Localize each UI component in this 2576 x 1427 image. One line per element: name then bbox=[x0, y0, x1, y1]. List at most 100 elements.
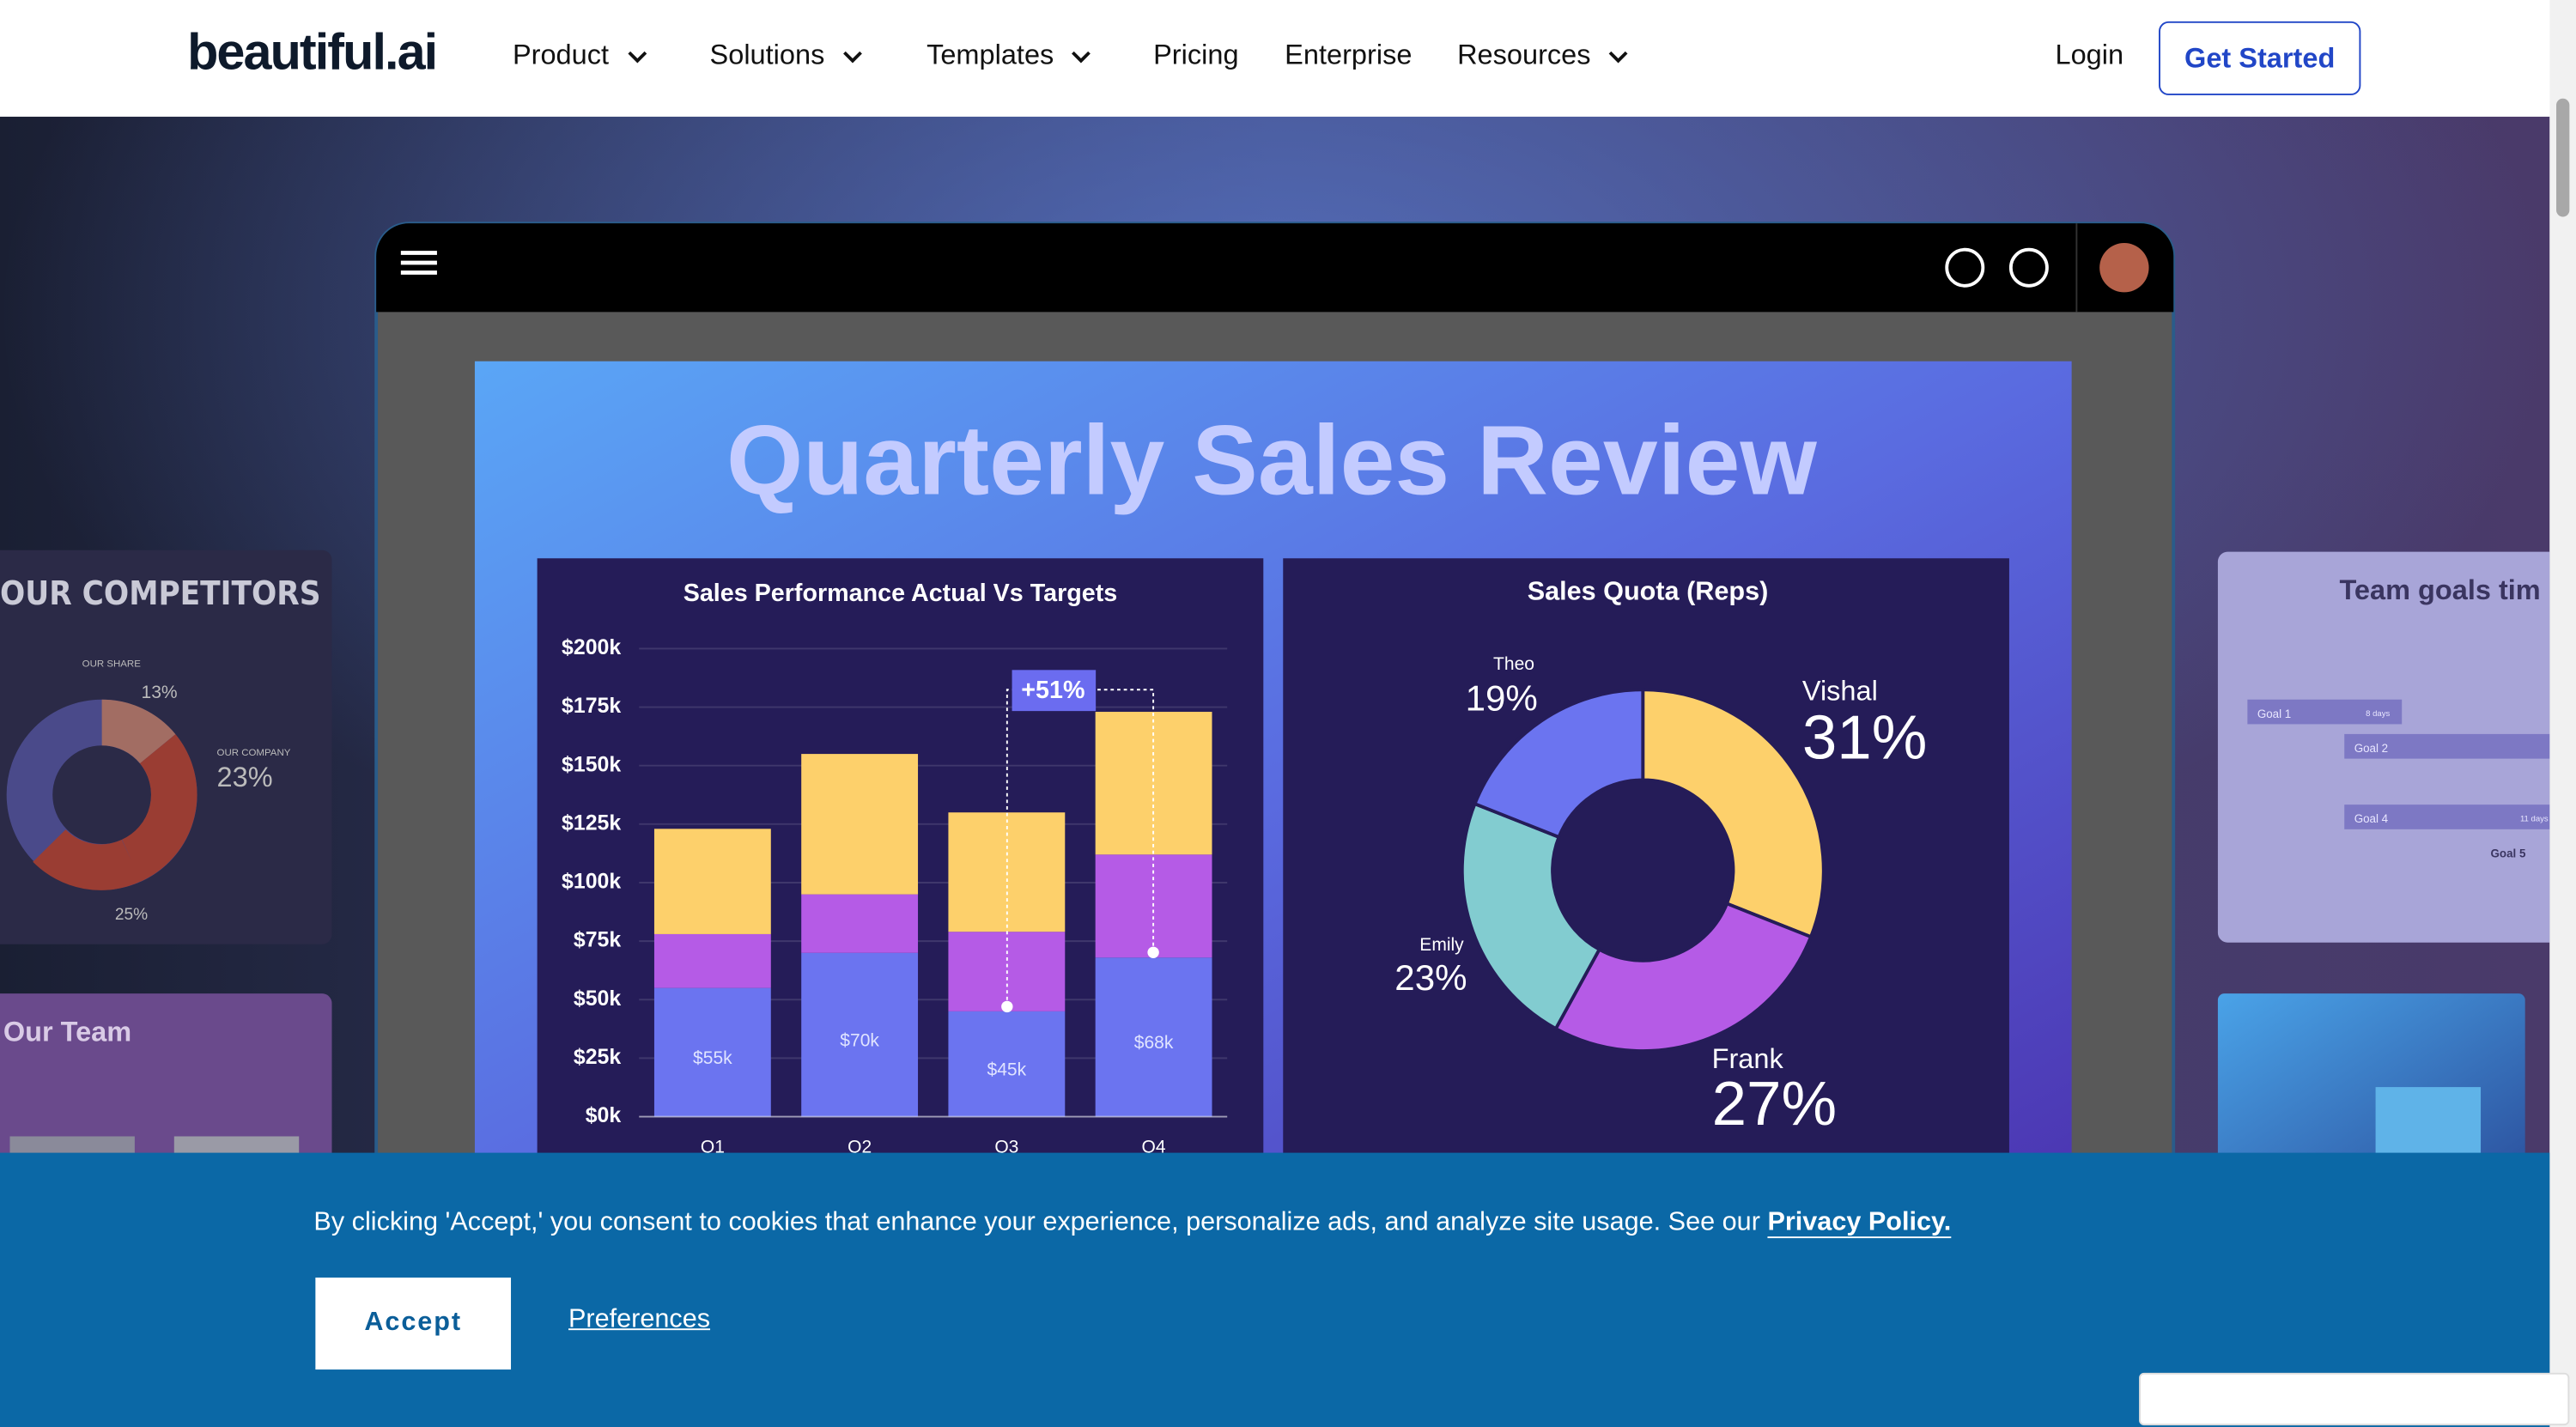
mini-label: 13% bbox=[142, 683, 178, 702]
nav-label: Product bbox=[512, 39, 610, 71]
scroll-thumb[interactable] bbox=[2556, 98, 2570, 217]
x-tick-label: Q4 bbox=[1142, 1138, 1166, 1157]
slice-value: 23% bbox=[1394, 957, 1467, 998]
nav-item[interactable]: Templates bbox=[927, 39, 1093, 72]
y-tick-label: $50k bbox=[574, 987, 621, 1011]
nav-label: Resources bbox=[1457, 39, 1591, 71]
donut-slice bbox=[1473, 688, 1645, 840]
mini-label: OUR COMPANY bbox=[217, 748, 291, 758]
goal-label: Goal 2 bbox=[2354, 742, 2388, 755]
mini-label: 23% bbox=[217, 762, 273, 792]
chevron bbox=[1609, 51, 1628, 64]
value-label: $68k bbox=[1134, 1033, 1174, 1053]
side-title: Our Team bbox=[3, 1017, 131, 1047]
nav-label: Pricing bbox=[1153, 39, 1239, 71]
y-tick-label: $0k bbox=[586, 1103, 622, 1127]
nav-label: Enterprise bbox=[1285, 39, 1413, 71]
bar-segment bbox=[1095, 957, 1212, 1117]
bar-chart: $0k $25k $50k $75k $100k $125k $150k $175k $200k… bbox=[562, 635, 1228, 1157]
accept-button[interactable]: Accept bbox=[315, 1277, 512, 1370]
donut-slice bbox=[1460, 801, 1602, 1031]
bar-segment bbox=[653, 933, 771, 988]
mini-donut-slice bbox=[100, 699, 176, 765]
menu-icon bbox=[400, 251, 437, 275]
slice-name: Frank bbox=[1712, 1043, 1784, 1074]
nav-item[interactable]: Pricing bbox=[1153, 39, 1238, 72]
nav-label: Solutions bbox=[709, 39, 825, 71]
slice-value: 27% bbox=[1712, 1069, 1838, 1139]
goal-label: 11 days bbox=[2520, 814, 2549, 823]
goal-label: Goal 4 bbox=[2354, 812, 2389, 825]
x-tick-label: Q2 bbox=[848, 1138, 872, 1157]
slice-name: Emily bbox=[1419, 935, 1464, 955]
navbar: beautiful.ai Product Solutions Templates… bbox=[0, 0, 2550, 117]
ime-toolbar bbox=[2139, 1372, 2570, 1426]
goal-bar bbox=[2247, 699, 2403, 725]
nav-item[interactable]: Product bbox=[513, 39, 648, 72]
device-toolbar bbox=[376, 223, 2174, 313]
bar-segment bbox=[801, 894, 919, 953]
nav-label: Templates bbox=[927, 39, 1054, 71]
scrollbar bbox=[2549, 0, 2576, 1427]
chevron bbox=[842, 51, 862, 64]
avatar[interactable] bbox=[2099, 243, 2149, 293]
privacy-link[interactable]: Privacy Policy. bbox=[1767, 1208, 1952, 1237]
nav-item[interactable]: Solutions bbox=[710, 39, 865, 72]
logo[interactable]: beautiful.ai bbox=[187, 22, 438, 81]
mini-label: OUR SHARE bbox=[82, 659, 142, 669]
chart-title: Sales Performance Actual Vs Targets bbox=[683, 580, 1118, 607]
value-label: $55k bbox=[693, 1048, 732, 1068]
login[interactable]: Login bbox=[2055, 39, 2124, 71]
bar-segment bbox=[653, 829, 771, 934]
goal-label: Goal 5 bbox=[2491, 847, 2526, 859]
chevron bbox=[627, 51, 647, 64]
goal-bar bbox=[2344, 733, 2550, 759]
nav-item[interactable]: Enterprise bbox=[1285, 39, 1412, 72]
chart-title: Sales Quota (Reps) bbox=[1528, 577, 1769, 606]
mini-label: 25% bbox=[115, 906, 148, 924]
chevron bbox=[1072, 51, 1091, 64]
mini-donut-slice bbox=[33, 734, 197, 890]
preferences-link[interactable]: Preferences bbox=[568, 1305, 711, 1333]
annotation: +51% bbox=[1021, 677, 1084, 704]
annotation-dot bbox=[1001, 1000, 1013, 1013]
y-tick-label: $175k bbox=[562, 694, 621, 718]
comment-icon[interactable] bbox=[2008, 247, 2049, 288]
goal-bar bbox=[2344, 805, 2550, 829]
slice-value: 19% bbox=[1466, 678, 1538, 719]
y-tick-label: $25k bbox=[574, 1045, 621, 1069]
cookie-text: By clicking 'Accept,' you consent to coo… bbox=[313, 1208, 1760, 1237]
y-tick-label: $100k bbox=[562, 870, 621, 894]
chart-panel bbox=[1283, 558, 2009, 1216]
y-tick-label: $75k bbox=[574, 928, 621, 952]
cookie-message: By clicking 'Accept,' you consent to coo… bbox=[313, 1209, 1951, 1238]
slice-name: Vishal bbox=[1802, 676, 1878, 707]
slice-value: 31% bbox=[1802, 703, 1928, 773]
donut-slice bbox=[1641, 688, 1826, 939]
side-title: OUR COMPETITORS bbox=[0, 574, 321, 613]
user-icon[interactable] bbox=[1945, 247, 1985, 288]
goal-label: Goal 1 bbox=[2257, 707, 2291, 720]
y-tick-label: $200k bbox=[562, 635, 621, 659]
x-tick-label: Q3 bbox=[994, 1138, 1018, 1157]
goal-label: 8 days bbox=[2366, 709, 2390, 719]
annotation-box bbox=[1012, 670, 1097, 712]
slide-title: Quarterly Sales Review bbox=[726, 405, 1817, 515]
bar-segment bbox=[801, 754, 919, 895]
x-tick-label: Q1 bbox=[701, 1138, 725, 1157]
nav-item[interactable]: Resources bbox=[1457, 39, 1630, 72]
bar-segment bbox=[801, 952, 919, 1117]
side-title: Team goals tim bbox=[2339, 574, 2540, 605]
value-label: $70k bbox=[840, 1030, 879, 1050]
y-tick-label: $125k bbox=[562, 811, 621, 835]
donut-slice bbox=[1553, 901, 1814, 1053]
bar-segment bbox=[653, 987, 771, 1117]
slice-name: Theo bbox=[1493, 654, 1534, 674]
value-label: $45k bbox=[987, 1060, 1027, 1079]
bar-segment bbox=[948, 1011, 1066, 1117]
get-started-button[interactable]: Get Started bbox=[2159, 21, 2361, 95]
cookie-banner: By clicking 'Accept,' you consent to coo… bbox=[0, 1152, 2550, 1427]
